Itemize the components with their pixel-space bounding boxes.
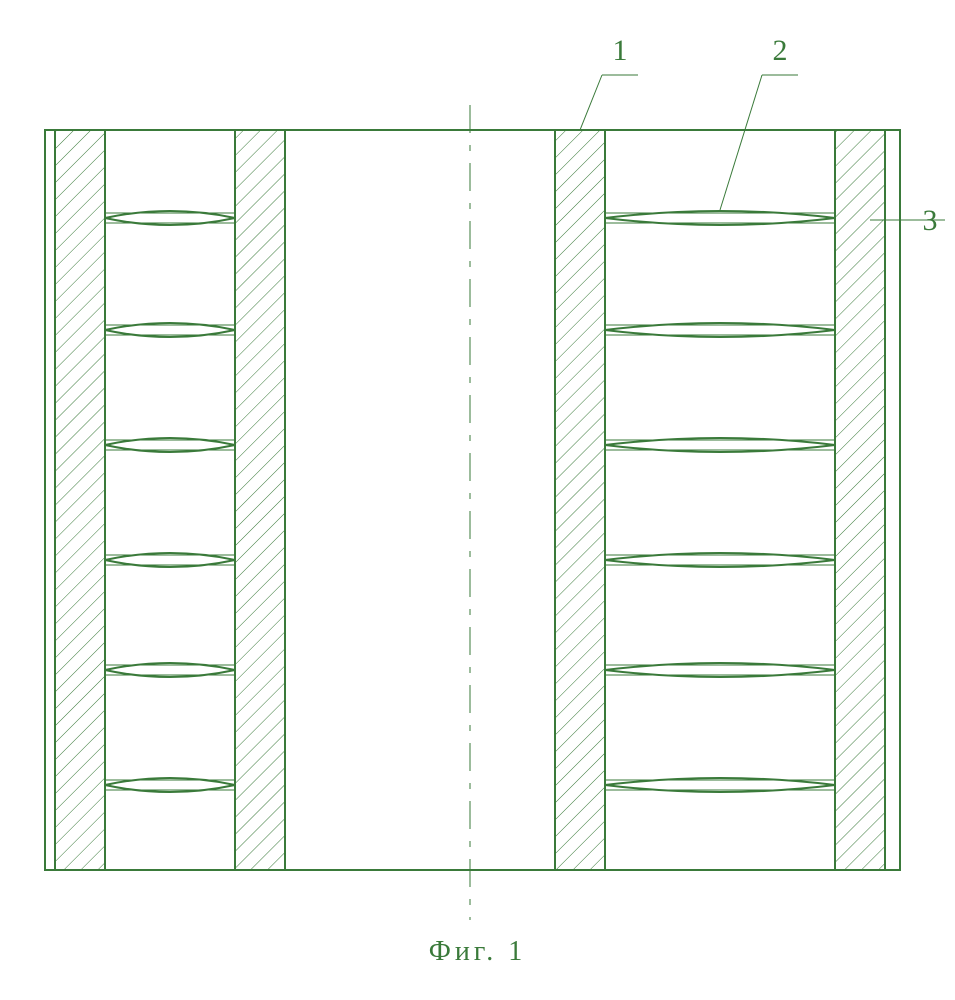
- wall-right-inner: [555, 130, 605, 870]
- wall-left-outer: [55, 130, 105, 870]
- callout-label-2: 2: [773, 34, 788, 67]
- figure-background: [0, 0, 955, 1000]
- callout-label-1: 1: [613, 34, 628, 67]
- wall-right-outer: [835, 130, 885, 870]
- figure-caption: Фиг. 1: [429, 936, 526, 967]
- wall-left-inner: [235, 130, 285, 870]
